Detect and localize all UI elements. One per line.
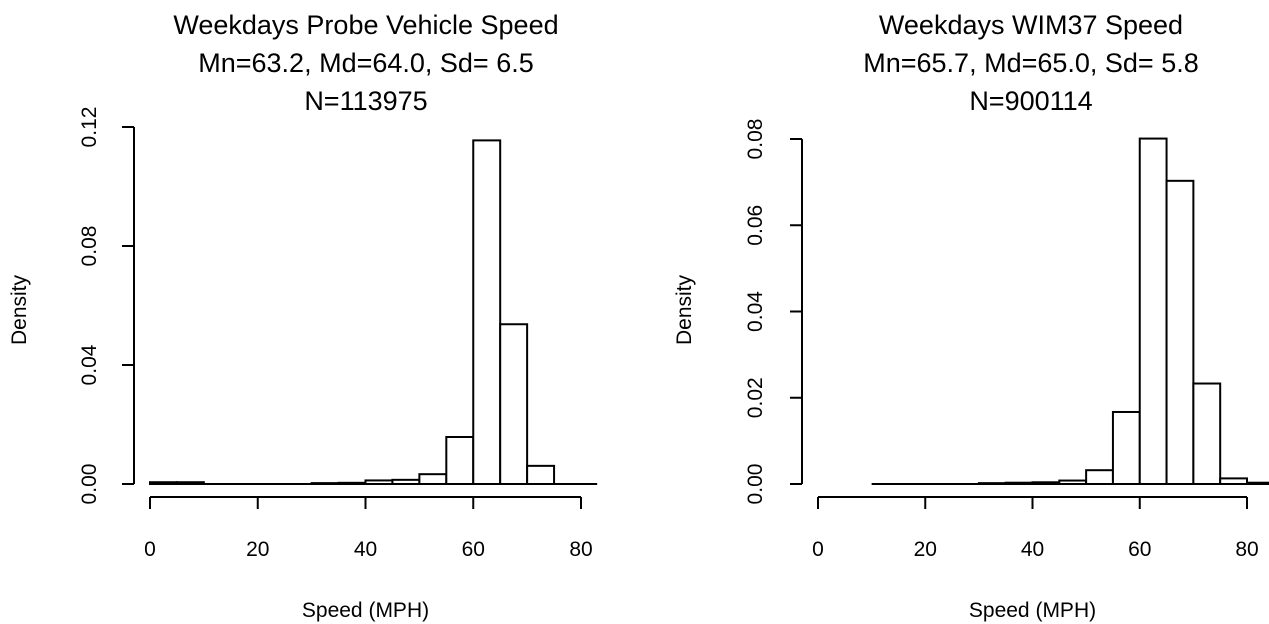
histogram-bar <box>1219 477 1248 485</box>
chart-title-line-3: N=113975 <box>304 86 427 116</box>
histogram-bar <box>364 479 394 485</box>
histogram-panel-2: Weekdays WIM37 Speed Mn=65.7, Md=65.0, Sd… <box>673 10 1269 622</box>
x-tick-label: 0 <box>812 538 824 561</box>
x-tick-label: 0 <box>144 538 156 561</box>
y-tick-label: 0.06 <box>744 205 767 246</box>
x-tick-label: 80 <box>1235 538 1258 561</box>
chart-title-line-2: Mn=63.2, Md=64.0, Sd= 6.5 <box>198 48 533 78</box>
histogram-bar <box>1004 481 1034 485</box>
y-tick-label: 0.00 <box>744 464 767 505</box>
x-tick-label: 60 <box>462 538 485 561</box>
x-tick-label: 40 <box>1021 538 1044 561</box>
histogram-bar <box>1246 481 1269 485</box>
x-tick-label: 80 <box>569 538 592 561</box>
y-axis-label: Density <box>8 274 31 345</box>
histogram-bar <box>310 482 340 486</box>
y-axis-label: Density <box>673 274 696 345</box>
histogram-bar <box>499 323 529 485</box>
chart-title-line-1: Weekdays WIM37 Speed <box>879 10 1183 40</box>
histogram-bar <box>1111 410 1141 486</box>
y-tick-label: 0.08 <box>744 119 767 160</box>
x-axis-label: Speed (MPH) <box>302 599 429 622</box>
x-axis-label: Speed (MPH) <box>969 599 1096 622</box>
y-tick-label: 0.00 <box>78 464 101 505</box>
x-tick-label: 60 <box>1128 538 1151 561</box>
histogram-bar <box>1165 179 1195 486</box>
histogram-bar <box>337 481 367 485</box>
y-tick-label: 0.08 <box>78 226 101 267</box>
histogram-bar <box>1058 479 1088 485</box>
x-tick-label: 20 <box>246 538 269 561</box>
histogram-bar <box>1192 382 1222 485</box>
chart-title-line-1: Weekdays Probe Vehicle Speed <box>173 10 558 40</box>
histogram-panel-1: Weekdays Probe Vehicle Speed Mn=63.2, Md=… <box>8 10 598 622</box>
y-tick-label: 0.04 <box>744 291 767 332</box>
chart-title-line-2: Mn=65.7, Md=65.0, Sd= 5.8 <box>863 48 1198 78</box>
chart-title-line-3: N=900114 <box>969 86 1092 116</box>
histogram-bar <box>391 478 421 485</box>
histogram-bar <box>1031 481 1061 485</box>
histogram-bar <box>472 139 502 485</box>
histogram-bar <box>445 435 475 485</box>
histogram-bar <box>1085 469 1114 486</box>
y-tick-label: 0.12 <box>78 107 101 148</box>
histogram-bar <box>1138 137 1168 485</box>
histogram-bar <box>977 482 1007 486</box>
histogram-bar <box>175 481 205 485</box>
histogram-bar <box>526 464 556 486</box>
y-tick-label: 0.02 <box>744 377 767 418</box>
y-tick-label: 0.04 <box>78 344 101 385</box>
histogram-bar <box>149 481 178 485</box>
histogram-bar <box>418 473 448 485</box>
x-tick-label: 20 <box>914 538 937 561</box>
x-tick-label: 40 <box>354 538 377 561</box>
